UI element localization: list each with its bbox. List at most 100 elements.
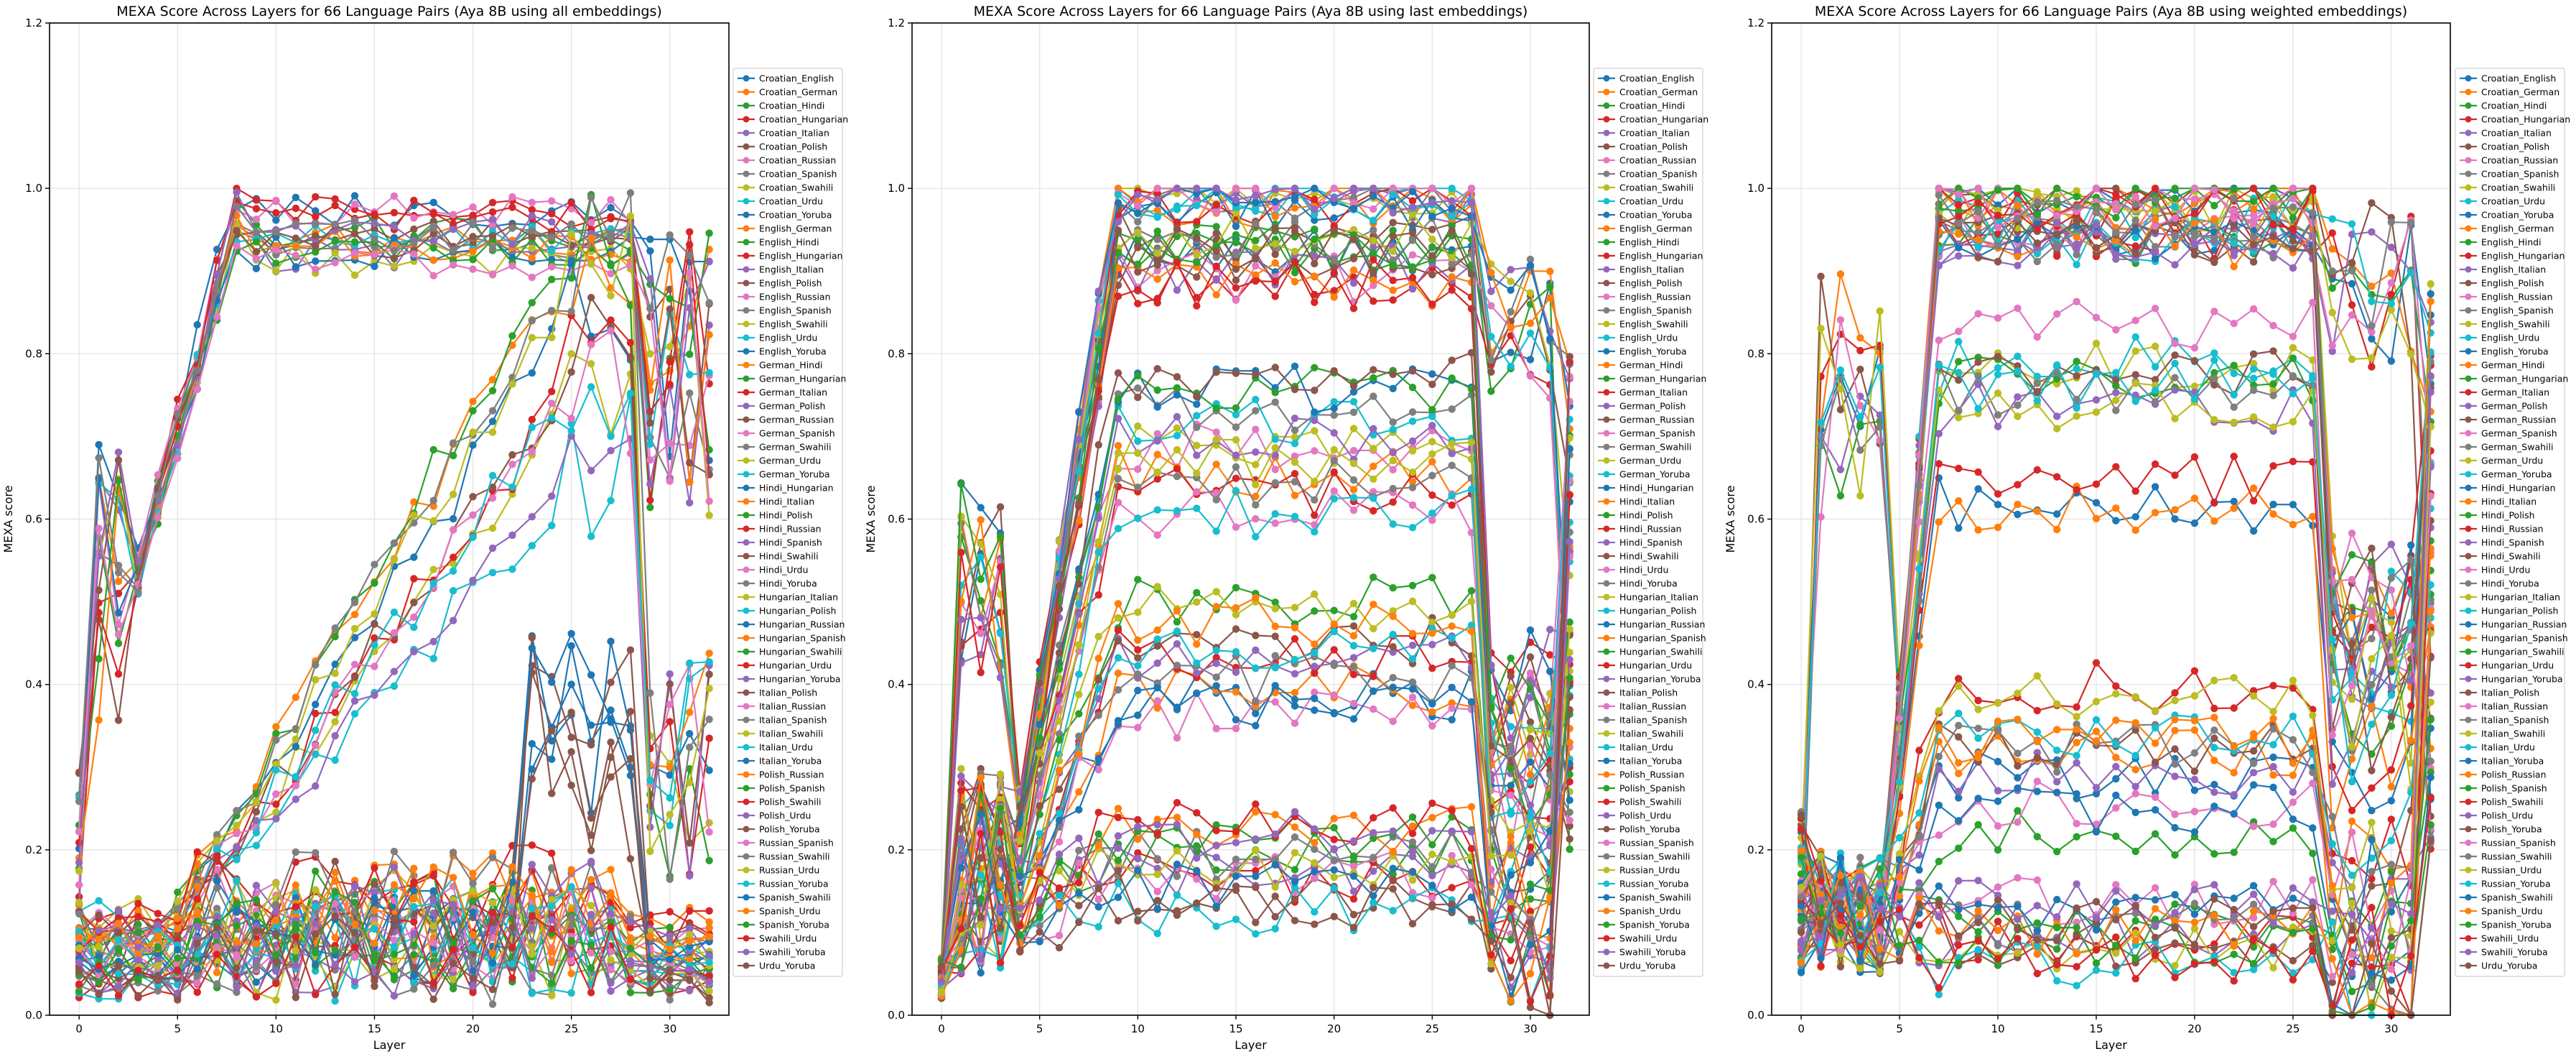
data-point bbox=[1526, 653, 1535, 661]
legend-marker bbox=[743, 443, 750, 450]
data-point bbox=[1330, 269, 1338, 277]
data-point bbox=[410, 214, 418, 222]
data-point bbox=[1094, 287, 1102, 295]
data-point bbox=[957, 925, 965, 933]
data-point bbox=[390, 951, 399, 958]
data-point bbox=[977, 810, 985, 818]
data-point bbox=[508, 332, 516, 340]
legend-marker bbox=[743, 498, 750, 505]
data-point bbox=[1036, 896, 1043, 904]
data-point bbox=[272, 216, 280, 224]
data-point bbox=[1389, 717, 1397, 726]
data-point bbox=[1173, 662, 1181, 670]
data-point bbox=[1232, 265, 1240, 273]
data-point bbox=[1389, 218, 1397, 226]
data-point bbox=[233, 830, 241, 838]
data-point bbox=[1370, 256, 1377, 264]
data-point bbox=[1055, 809, 1064, 818]
data-point bbox=[686, 708, 694, 716]
data-point bbox=[1448, 704, 1456, 712]
data-point bbox=[1389, 907, 1397, 915]
data-point bbox=[410, 250, 418, 258]
data-point bbox=[1173, 891, 1181, 900]
data-point bbox=[193, 895, 201, 903]
data-point bbox=[1467, 627, 1476, 635]
data-point bbox=[1153, 855, 1161, 863]
x-tick: 30 bbox=[1523, 1015, 1538, 1035]
data-point bbox=[1114, 614, 1122, 622]
data-point bbox=[449, 939, 457, 947]
data-point bbox=[1487, 269, 1495, 277]
data-point bbox=[272, 766, 280, 774]
data-point bbox=[1055, 884, 1064, 892]
data-point bbox=[469, 958, 477, 966]
data-point bbox=[252, 238, 261, 246]
series-English_Russian bbox=[75, 241, 713, 836]
data-point bbox=[1487, 302, 1495, 310]
data-point bbox=[1467, 893, 1476, 902]
data-point bbox=[1252, 846, 1260, 855]
data-point bbox=[528, 905, 536, 912]
data-point bbox=[1330, 856, 1338, 864]
data-point bbox=[548, 958, 556, 966]
x-tick-label: 0 bbox=[938, 1022, 945, 1035]
data-point bbox=[233, 843, 241, 851]
data-point bbox=[1232, 872, 1240, 880]
data-point bbox=[1252, 664, 1260, 672]
data-point bbox=[587, 383, 595, 391]
data-point bbox=[686, 937, 694, 946]
data-point bbox=[193, 923, 201, 931]
data-point bbox=[1349, 382, 1358, 390]
data-point bbox=[371, 225, 378, 234]
data-point bbox=[705, 978, 713, 986]
data-point bbox=[312, 675, 320, 684]
data-point bbox=[1271, 398, 1279, 406]
data-point bbox=[1075, 690, 1083, 698]
data-point bbox=[1428, 235, 1436, 244]
data-point bbox=[1252, 646, 1260, 655]
data-point bbox=[666, 956, 674, 963]
data-point bbox=[1428, 509, 1436, 517]
data-point bbox=[705, 299, 713, 307]
data-point bbox=[1153, 659, 1161, 667]
data-point bbox=[1389, 456, 1397, 465]
data-point bbox=[1507, 808, 1515, 815]
data-point bbox=[1428, 370, 1436, 378]
data-point bbox=[1428, 700, 1436, 708]
data-point bbox=[666, 256, 674, 264]
data-point bbox=[957, 512, 965, 520]
legend-marker bbox=[743, 580, 750, 587]
series-line bbox=[78, 192, 710, 955]
data-point bbox=[1153, 697, 1161, 705]
data-point bbox=[350, 200, 359, 208]
data-point bbox=[528, 333, 536, 342]
data-point bbox=[1291, 277, 1299, 286]
data-point bbox=[1173, 445, 1181, 454]
data-point bbox=[174, 395, 182, 403]
data-point bbox=[1134, 835, 1142, 843]
data-point bbox=[1075, 670, 1083, 678]
legend-marker bbox=[743, 716, 750, 724]
data-point bbox=[666, 946, 674, 953]
data-point bbox=[686, 986, 694, 995]
data-point bbox=[331, 195, 339, 203]
data-point bbox=[292, 994, 299, 1002]
data-point bbox=[1232, 451, 1240, 459]
data-point bbox=[1507, 683, 1515, 691]
data-point bbox=[626, 975, 635, 984]
data-point bbox=[252, 882, 261, 889]
data-point bbox=[1134, 218, 1142, 226]
data-point bbox=[252, 963, 261, 971]
data-point bbox=[957, 548, 965, 557]
legend-marker bbox=[743, 812, 750, 819]
data-point bbox=[1566, 537, 1573, 546]
data-point bbox=[1173, 185, 1181, 193]
data-point bbox=[1055, 649, 1064, 657]
data-point bbox=[1291, 866, 1299, 874]
data-point bbox=[1193, 218, 1201, 226]
data-point bbox=[233, 807, 241, 815]
data-point bbox=[646, 235, 654, 244]
series-German_Swahili bbox=[75, 189, 713, 958]
data-point bbox=[1193, 234, 1201, 242]
data-point bbox=[1252, 835, 1260, 843]
